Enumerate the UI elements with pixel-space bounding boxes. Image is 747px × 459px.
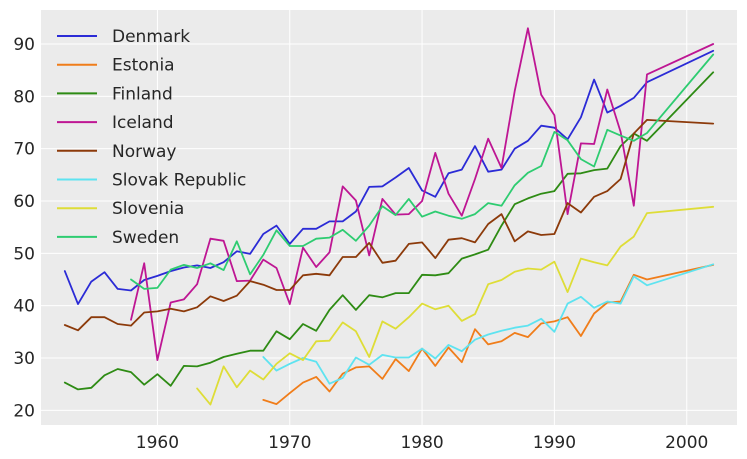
series-line-slovak-republic bbox=[262, 263, 715, 385]
y-tick-label: 70 bbox=[13, 140, 35, 160]
legend-item: Denmark bbox=[57, 27, 190, 47]
legend-item: Estonia bbox=[57, 56, 175, 76]
legend-label: Denmark bbox=[112, 27, 190, 47]
y-tick-label: 20 bbox=[13, 401, 35, 421]
legend: Denmark Estonia Finland Iceland Norway Slovak… bbox=[57, 27, 246, 248]
series-lines bbox=[63, 27, 715, 406]
x-tick-label: 1960 bbox=[136, 433, 179, 453]
y-tick-label: 30 bbox=[13, 349, 35, 369]
legend-label: Estonia bbox=[112, 56, 175, 76]
x-tick-label: 1970 bbox=[268, 433, 311, 453]
legend-label: Finland bbox=[112, 84, 173, 104]
y-tick-label: 40 bbox=[13, 297, 35, 317]
legend-label: Iceland bbox=[112, 113, 174, 133]
legend-item: Sweden bbox=[57, 228, 179, 248]
x-axis-ticks: 1960 1970 1980 1990 2000 bbox=[136, 433, 709, 453]
legend-label: Sweden bbox=[112, 228, 179, 248]
x-tick-label: 1990 bbox=[533, 433, 576, 453]
legend-item: Slovak Republic bbox=[57, 171, 246, 191]
series-line-slovenia bbox=[196, 205, 715, 406]
series-line-sweden bbox=[130, 53, 715, 290]
y-tick-label: 60 bbox=[13, 192, 35, 212]
legend-label: Slovak Republic bbox=[112, 171, 246, 191]
legend-item: Slovenia bbox=[57, 199, 184, 219]
series-line-finland bbox=[63, 71, 715, 391]
y-tick-label: 80 bbox=[13, 87, 35, 107]
legend-label: Norway bbox=[112, 142, 177, 162]
y-tick-label: 50 bbox=[13, 244, 35, 264]
series-line-denmark bbox=[63, 49, 715, 306]
legend-item: Iceland bbox=[57, 113, 174, 133]
series-line-norway bbox=[63, 119, 715, 332]
x-tick-label: 1980 bbox=[400, 433, 443, 453]
legend-label: Slovenia bbox=[112, 199, 184, 219]
x-tick-label: 2000 bbox=[665, 433, 708, 453]
series-line-estonia bbox=[262, 263, 715, 406]
y-axis-ticks: 20 30 40 50 60 70 80 90 bbox=[13, 35, 35, 421]
legend-item: Finland bbox=[57, 84, 173, 104]
legend-item: Norway bbox=[57, 142, 177, 162]
y-tick-label: 90 bbox=[13, 35, 35, 55]
